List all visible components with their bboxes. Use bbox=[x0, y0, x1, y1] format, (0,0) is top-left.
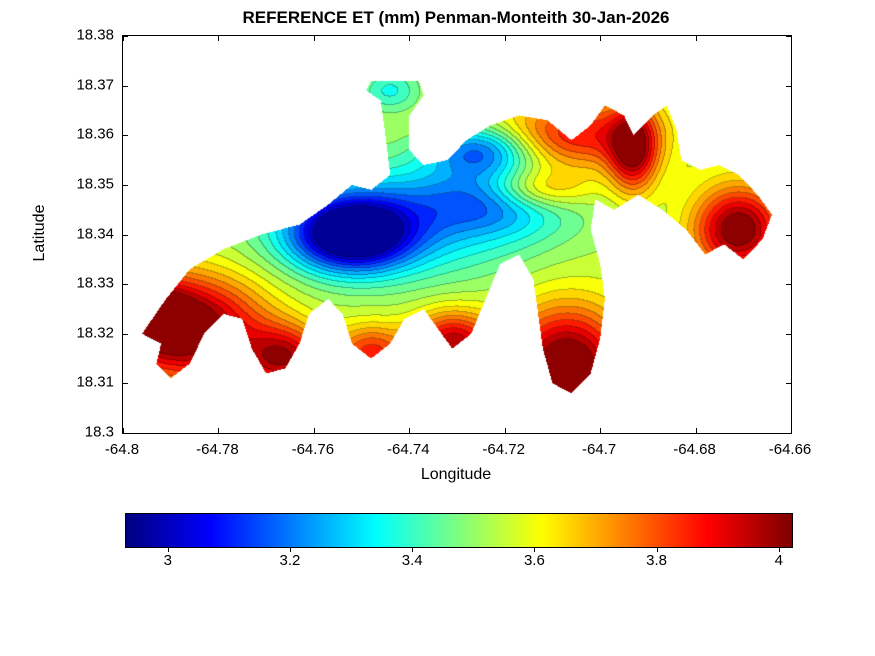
contour-map-canvas bbox=[123, 36, 791, 433]
y-tick-label: 18.31 bbox=[76, 373, 114, 391]
x-tick-mark-top bbox=[218, 36, 220, 41]
y-tick-label: 18.3 bbox=[84, 423, 114, 441]
y-tick-label: 18.34 bbox=[76, 225, 114, 242]
x-tick-mark-top bbox=[695, 36, 697, 41]
x-axis-label: Longitude bbox=[420, 466, 492, 483]
chart-title: REFERENCE ET (mm) Penman-Monteith 30-Jan… bbox=[242, 8, 670, 27]
y-tick-mark bbox=[123, 36, 128, 37]
x-tick-mark-top bbox=[504, 36, 506, 41]
x-tick-label: -64.72 bbox=[482, 441, 525, 458]
colorbar-tick-label: 4 bbox=[774, 552, 783, 569]
colorbar-tick-label: 3.4 bbox=[401, 552, 423, 569]
colorbar-tick-label: 3.2 bbox=[279, 552, 301, 569]
y-tick-mark-right bbox=[786, 333, 791, 335]
y-tick-mark bbox=[123, 284, 128, 286]
x-tick-label: -64.8 bbox=[104, 441, 140, 458]
colorbar-tick-label: 3 bbox=[163, 552, 172, 569]
y-tick-mark-right bbox=[786, 36, 791, 37]
y-tick-mark-right bbox=[786, 433, 791, 434]
x-tick-mark-top bbox=[791, 36, 792, 41]
x-tick-mark-top bbox=[409, 36, 411, 41]
y-tick-label: 18.36 bbox=[76, 125, 114, 143]
y-tick-mark-right bbox=[786, 383, 791, 385]
y-tick-mark bbox=[123, 234, 128, 236]
y-tick-mark-right bbox=[786, 135, 791, 137]
y-tick-mark-right bbox=[786, 234, 791, 236]
x-tick-mark bbox=[695, 428, 697, 433]
colorbar-tick-label: 3.6 bbox=[523, 552, 545, 569]
y-tick-mark bbox=[123, 135, 128, 137]
x-tick-mark-top bbox=[313, 36, 315, 41]
y-tick-label: 18.37 bbox=[76, 76, 114, 94]
colorbar bbox=[125, 513, 793, 548]
x-tick-mark bbox=[600, 428, 602, 433]
colorbar-tick-label: 3.8 bbox=[646, 552, 667, 569]
x-tick-mark bbox=[409, 428, 411, 433]
colorbar-tick-mark bbox=[412, 548, 414, 552]
y-tick-mark bbox=[123, 383, 128, 385]
x-tick-mark bbox=[313, 428, 315, 433]
colorbar-tick-mark bbox=[289, 548, 291, 552]
x-tick-mark-top bbox=[600, 36, 602, 41]
colorbar-gradient-canvas bbox=[126, 514, 792, 547]
x-tick-label: -64.68 bbox=[673, 441, 716, 458]
x-tick-label: -64.78 bbox=[196, 441, 239, 458]
plot-area bbox=[122, 35, 792, 434]
x-tick-mark bbox=[123, 428, 124, 433]
y-tick-mark bbox=[123, 184, 128, 186]
y-tick-mark bbox=[123, 433, 128, 434]
y-tick-label: 18.32 bbox=[76, 324, 114, 342]
colorbar-tick-mark bbox=[534, 548, 536, 552]
y-tick-mark bbox=[123, 333, 128, 335]
x-tick-label: -64.66 bbox=[768, 441, 812, 458]
x-tick-mark bbox=[504, 428, 506, 433]
x-tick-label: -64.76 bbox=[291, 441, 335, 458]
x-tick-mark-top bbox=[123, 36, 124, 41]
x-tick-label: -64.74 bbox=[387, 441, 430, 458]
y-tick-label: 18.35 bbox=[76, 175, 114, 193]
y-tick-mark bbox=[123, 85, 128, 87]
colorbar-tick-mark bbox=[656, 548, 658, 552]
y-tick-mark-right bbox=[786, 284, 791, 286]
y-tick-mark-right bbox=[786, 184, 791, 186]
x-tick-mark bbox=[218, 428, 220, 433]
colorbar-tick-mark bbox=[167, 548, 169, 552]
x-tick-mark bbox=[791, 428, 792, 433]
y-tick-label: 18.33 bbox=[76, 274, 114, 292]
x-tick-label: -64.7 bbox=[582, 441, 617, 458]
y-tick-label: 18.38 bbox=[76, 26, 114, 44]
colorbar-tick-mark bbox=[778, 548, 780, 552]
y-tick-mark-right bbox=[786, 85, 791, 87]
